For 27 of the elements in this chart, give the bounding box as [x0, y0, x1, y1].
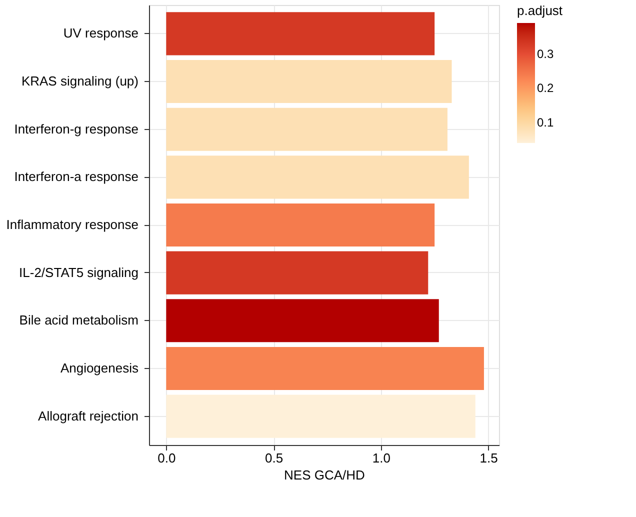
x-tick-label: 1.0 [372, 450, 390, 466]
y-tick-label: Interferon-a response [14, 169, 138, 184]
x-axis-title: NES GCA/HD [284, 468, 365, 482]
bar [166, 60, 452, 104]
color-bar-title: p.adjust [517, 3, 563, 18]
y-tick-label: Interferon-g response [14, 121, 138, 136]
color-bar-label: 0.3 [537, 46, 554, 61]
y-tick-label: IL-2/STAT5 signaling [19, 264, 138, 280]
bar [166, 394, 476, 438]
bar [166, 299, 439, 342]
bar [166, 12, 435, 56]
y-tick-label: KRAS signaling (up) [21, 74, 138, 89]
bar [166, 346, 484, 390]
y-tick-label: Angiogenesis [60, 360, 139, 376]
y-tick-label: Bile acid metabolism [19, 312, 138, 328]
bar [166, 156, 469, 199]
x-tick-label: 0.5 [265, 450, 284, 466]
x-tick-label: 0.0 [158, 450, 176, 466]
y-tick-label: Inflammatory response [6, 217, 138, 232]
x-tick-label: 1.5 [480, 450, 498, 466]
color-bar-label: 0.2 [537, 81, 554, 96]
bar [166, 108, 448, 151]
y-tick-label: Allograft rejection [38, 408, 138, 424]
y-tick-label: UV response [63, 26, 138, 41]
bar [166, 203, 435, 247]
bar [166, 251, 428, 294]
color-bar-label: 0.1 [537, 115, 554, 130]
